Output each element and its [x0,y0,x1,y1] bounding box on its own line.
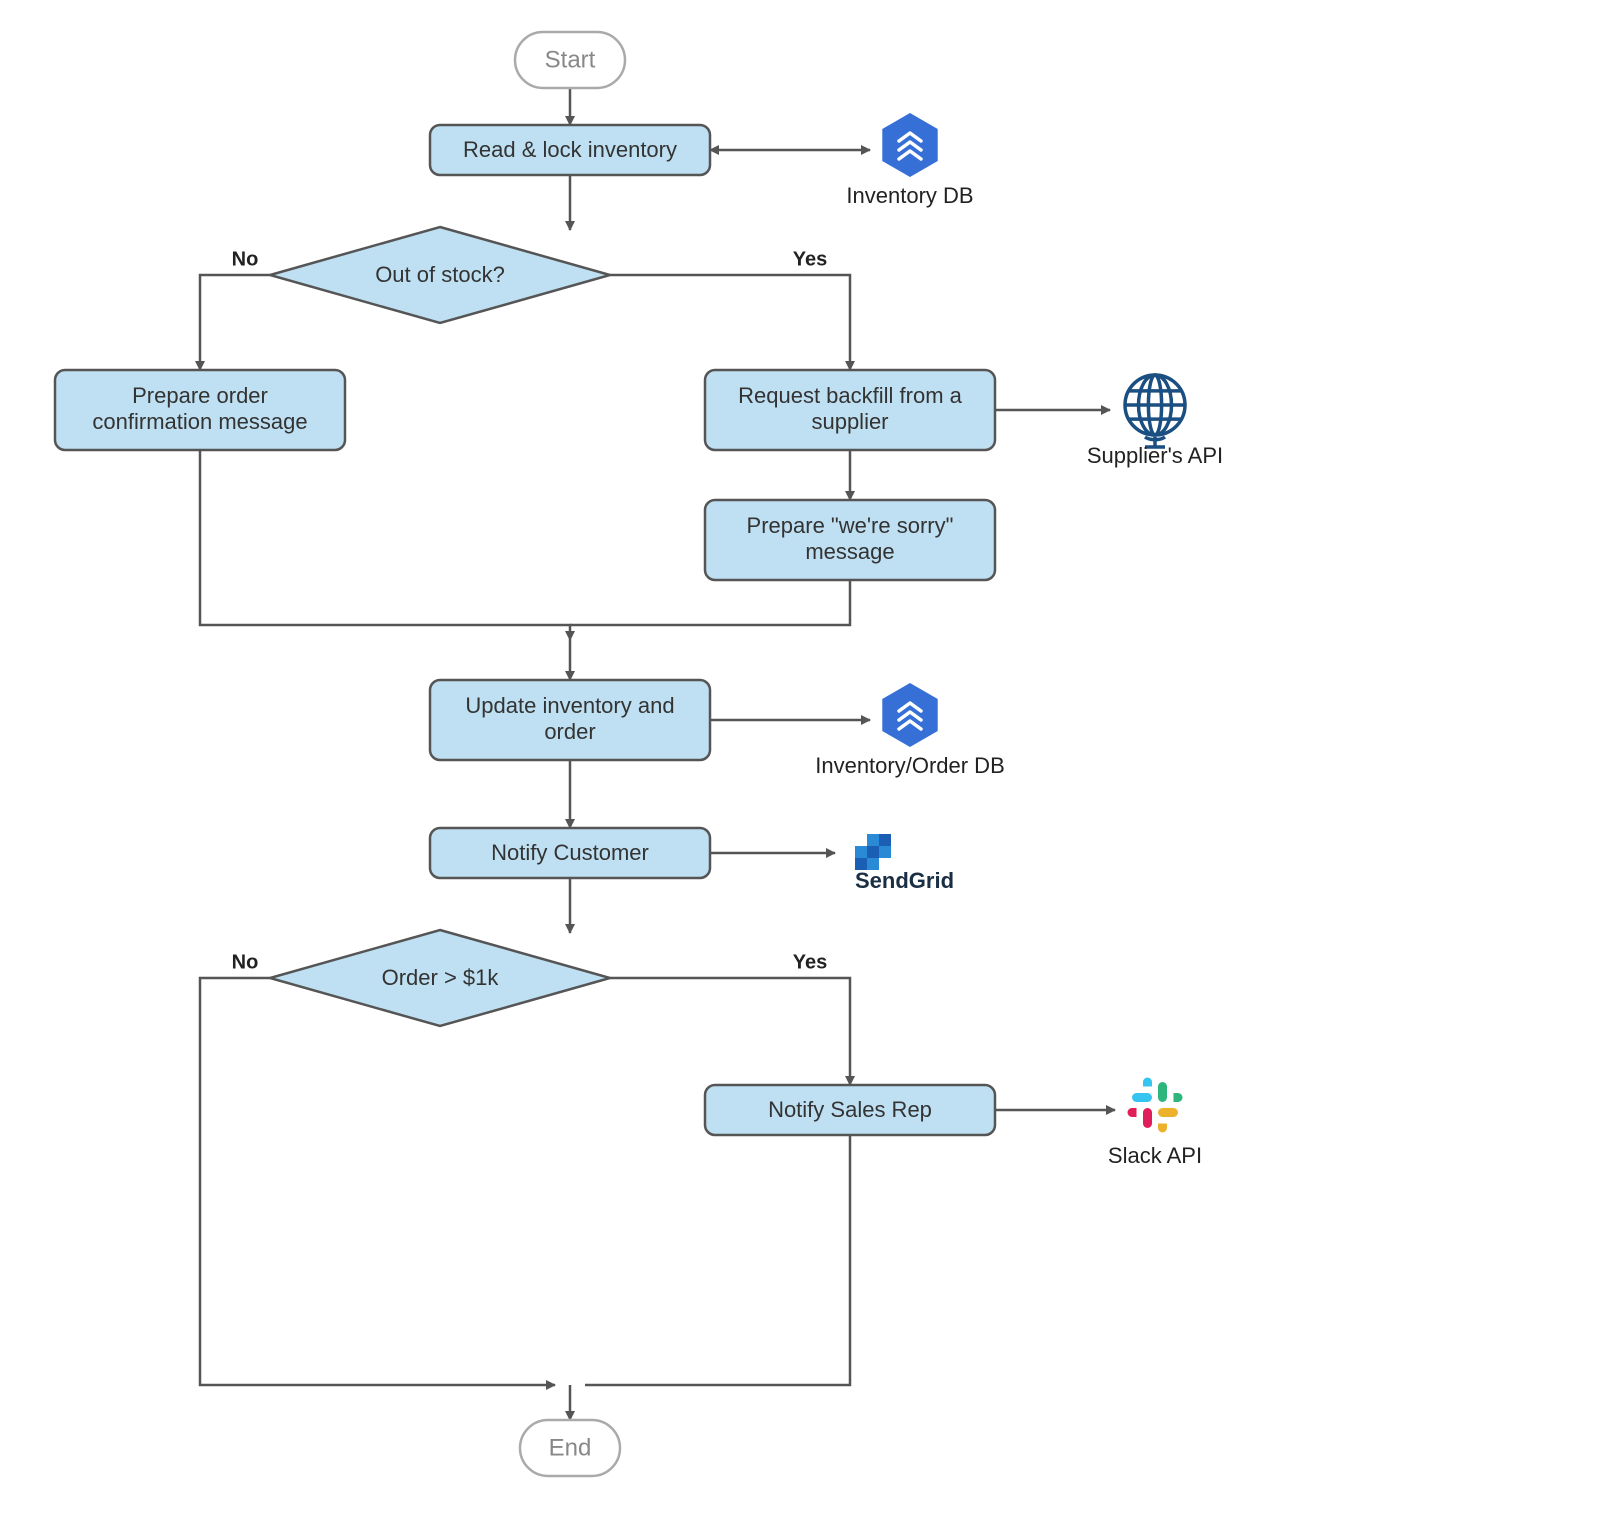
process-label-prep_sorry-0: Prepare "we're sorry" [747,513,954,538]
process-label-request_backfill-0: Request backfill from a [738,383,963,408]
process-label-read_lock: Read & lock inventory [463,137,677,162]
edge-label-dec1-no: No [232,248,259,270]
process-label-update_inv-0: Update inventory and [465,693,674,718]
edge-label-dec2-no: No [232,951,259,973]
sendgrid-label: SendGrid [855,868,954,893]
external-label-inventory_db: Inventory DB [846,183,973,208]
external-label-inv_order_db: Inventory/Order DB [815,753,1005,778]
external-label-slack_api: Slack API [1108,1143,1202,1168]
terminal-label-start: Start [545,46,596,73]
edge-label-dec2-yes: Yes [793,951,827,973]
process-label-prep_confirm-0: Prepare order [132,383,268,408]
slack-icon [1128,1078,1183,1133]
process-label-prep_sorry-1: message [805,539,894,564]
edge-confirm-to-merge [200,450,570,640]
edge-dec2-yes [610,978,850,1085]
decision-label-out_of_stock: Out of stock? [375,262,505,287]
edge-dec1-yes [610,275,850,370]
globe-icon [1125,375,1185,447]
db-icon [882,113,937,177]
edge-sorry-to-merge [570,580,850,625]
process-label-update_inv-1: order [544,719,595,744]
edge-sales-to-merge2 [585,1135,850,1385]
edge-dec1-no [200,275,270,370]
flowchart: No Yes No Yes Start End Read & lock inventory P… [0,0,1600,1526]
edge-label-dec1-yes: Yes [793,248,827,270]
terminal-label-end: End [549,1434,592,1461]
process-label-prep_confirm-1: confirmation message [92,409,307,434]
process-label-notify_sales: Notify Sales Rep [768,1097,932,1122]
edge-dec2-no [200,978,555,1385]
decision-label-order_gt_1k: Order > $1k [382,965,500,990]
process-label-notify_customer: Notify Customer [491,840,649,865]
external-label-supplier_api: Supplier's API [1087,443,1223,468]
db-icon [882,683,937,747]
process-label-request_backfill-1: supplier [811,409,888,434]
sendgrid-icon: SendGrid [855,834,954,893]
